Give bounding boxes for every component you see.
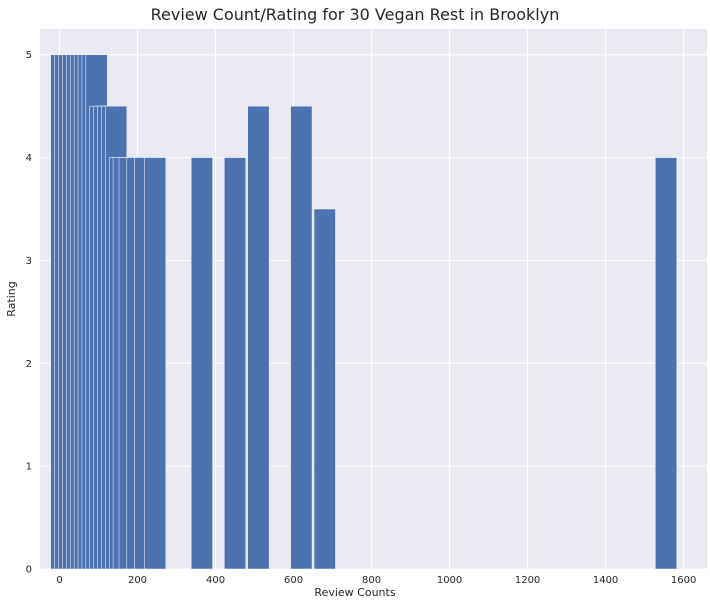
- grid: [40, 29, 707, 570]
- bar: [144, 157, 167, 570]
- bar: [313, 208, 336, 570]
- y-tick-label: 4: [26, 153, 32, 164]
- y-tick-label: 3: [26, 256, 32, 267]
- bar: [247, 105, 270, 570]
- y-tick-label: 1: [26, 462, 32, 473]
- chart-title: Review Count/Rating for 30 Vegan Rest in…: [151, 5, 560, 24]
- x-tick-label: 0: [56, 575, 62, 586]
- x-tick-label: 200: [128, 575, 147, 586]
- x-tick-label: 600: [284, 575, 303, 586]
- bar: [290, 105, 313, 570]
- bars: [50, 54, 678, 570]
- x-tick-label: 1000: [437, 575, 462, 586]
- y-tick-label: 5: [26, 50, 32, 61]
- x-tick-label: 400: [206, 575, 225, 586]
- bar: [190, 157, 213, 570]
- y-axis-label: Rating: [5, 281, 18, 316]
- bar: [655, 157, 678, 570]
- x-tick-labels: 0 200 400 600 800 1000 1200 1400 1600: [56, 575, 696, 586]
- bar: [224, 157, 247, 570]
- x-tick-label: 1200: [515, 575, 540, 586]
- x-tick-label: 800: [362, 575, 381, 586]
- x-axis-label: Review Counts: [314, 586, 395, 599]
- y-tick-labels: 0 1 2 3 4 5: [26, 50, 32, 575]
- x-tick-label: 1400: [593, 575, 618, 586]
- y-tick-label: 2: [26, 359, 32, 370]
- y-tick-label: 0: [26, 565, 32, 576]
- x-tick-label: 1600: [671, 575, 696, 586]
